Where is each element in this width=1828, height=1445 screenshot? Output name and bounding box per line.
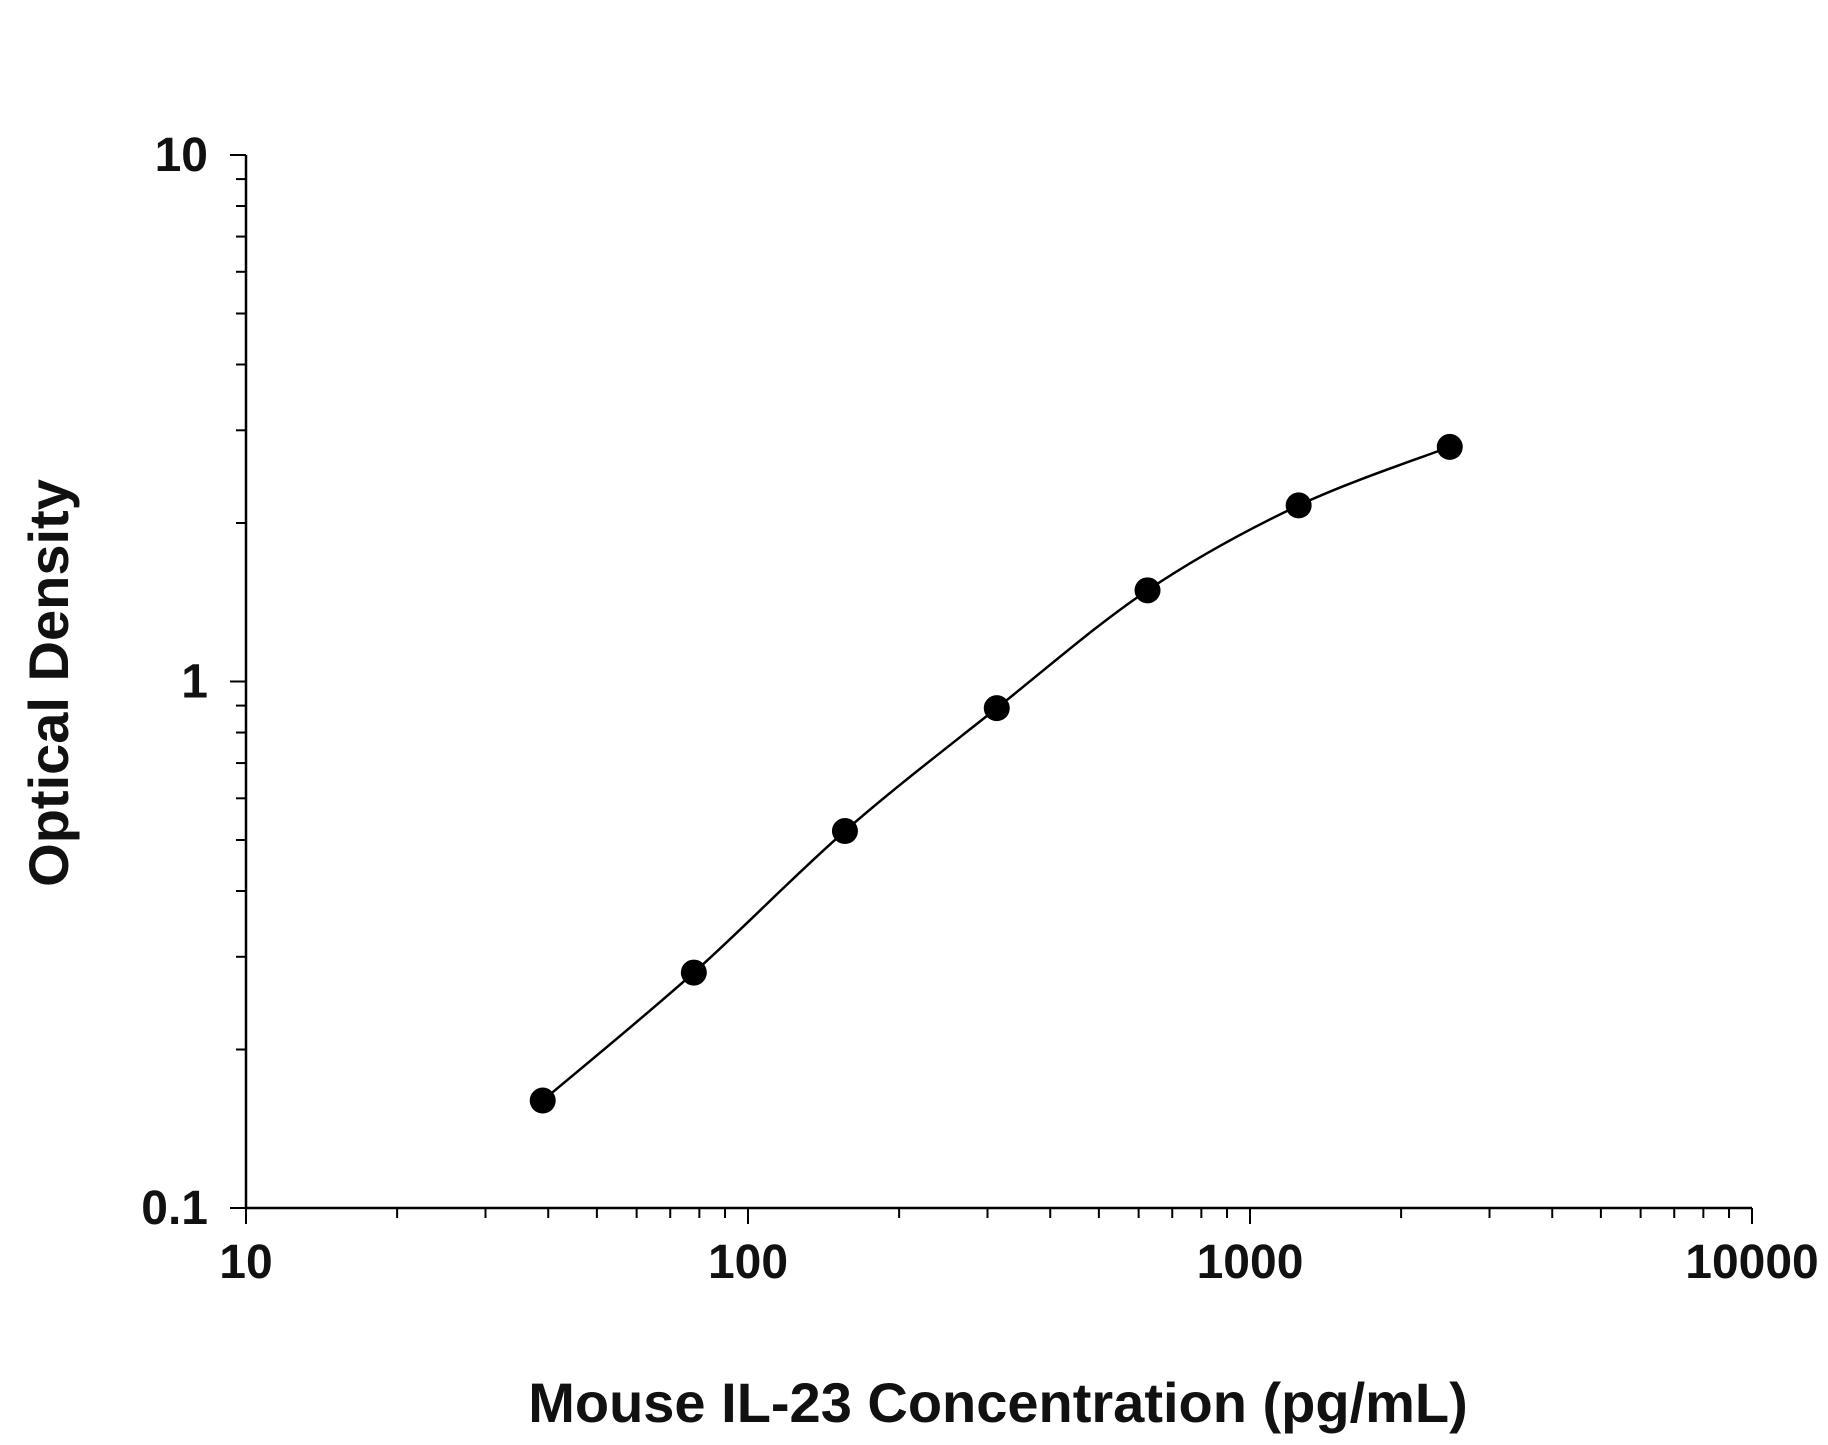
data-point: [1285, 492, 1312, 519]
y-tick-label: 1: [181, 656, 208, 709]
x-tick-label: 10: [219, 1236, 272, 1289]
data-point: [983, 695, 1010, 722]
y-axis-title: Optical Density: [17, 479, 80, 887]
data-points: [529, 433, 1463, 1114]
fit-curve: [541, 445, 1451, 1102]
axes: [230, 154, 1753, 1224]
y-tick-labels: 0.1 1 10: [141, 129, 208, 1235]
data-point: [529, 1087, 556, 1114]
x-axis-title: Mouse IL-23 Concentration (pg/mL): [528, 1371, 1468, 1434]
data-point: [680, 959, 707, 986]
y-tick-label: 0.1: [141, 1182, 208, 1235]
data-point: [1134, 577, 1161, 604]
x-tick-label: 100: [708, 1236, 788, 1289]
x-tick-label: 10000: [1685, 1236, 1818, 1289]
x-tick-labels: 10 100 1000 10000: [219, 1236, 1818, 1289]
data-point: [831, 818, 858, 845]
y-tick-label: 10: [155, 129, 208, 182]
x-tick-label: 1000: [1197, 1236, 1304, 1289]
data-point: [1436, 433, 1463, 460]
